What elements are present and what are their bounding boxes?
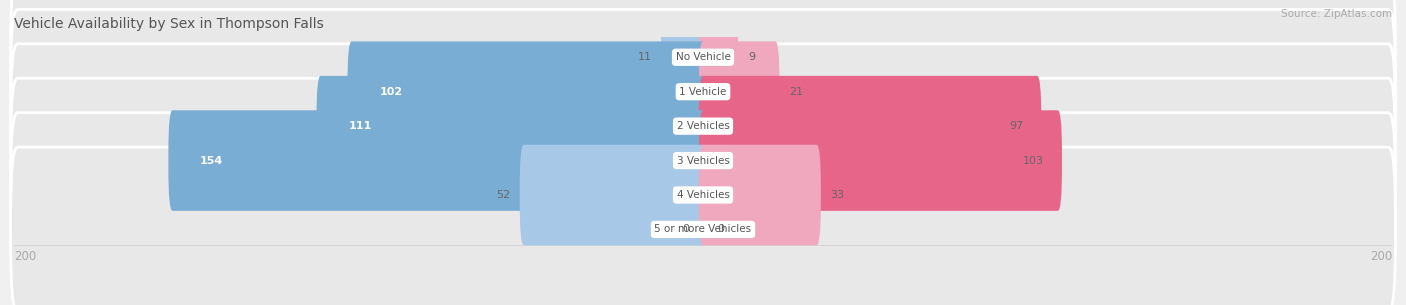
FancyBboxPatch shape <box>699 7 738 108</box>
Text: 5 or more Vehicles: 5 or more Vehicles <box>654 224 752 235</box>
Text: 103: 103 <box>1024 156 1045 166</box>
FancyBboxPatch shape <box>11 9 1395 174</box>
FancyBboxPatch shape <box>520 145 707 245</box>
Text: No Vehicle: No Vehicle <box>675 52 731 62</box>
Text: 33: 33 <box>831 190 845 200</box>
Text: 102: 102 <box>380 87 402 97</box>
FancyBboxPatch shape <box>699 76 1042 176</box>
Text: 11: 11 <box>637 52 651 62</box>
FancyBboxPatch shape <box>11 113 1395 277</box>
FancyBboxPatch shape <box>11 147 1395 305</box>
Text: 52: 52 <box>496 190 510 200</box>
Text: 97: 97 <box>1010 121 1024 131</box>
FancyBboxPatch shape <box>169 110 707 211</box>
Text: 9: 9 <box>748 52 755 62</box>
FancyBboxPatch shape <box>11 44 1395 208</box>
Text: 200: 200 <box>1369 250 1392 263</box>
Text: 0: 0 <box>717 224 724 235</box>
Text: 111: 111 <box>349 121 371 131</box>
Text: 0: 0 <box>682 224 689 235</box>
Text: Source: ZipAtlas.com: Source: ZipAtlas.com <box>1281 9 1392 19</box>
FancyBboxPatch shape <box>347 41 707 142</box>
Text: 200: 200 <box>14 250 37 263</box>
FancyBboxPatch shape <box>699 41 779 142</box>
Text: 3 Vehicles: 3 Vehicles <box>676 156 730 166</box>
Text: 154: 154 <box>200 156 224 166</box>
FancyBboxPatch shape <box>699 145 821 245</box>
FancyBboxPatch shape <box>661 7 707 108</box>
Text: Vehicle Availability by Sex in Thompson Falls: Vehicle Availability by Sex in Thompson … <box>14 17 323 31</box>
FancyBboxPatch shape <box>316 76 707 176</box>
Text: 1 Vehicle: 1 Vehicle <box>679 87 727 97</box>
Text: 2 Vehicles: 2 Vehicles <box>676 121 730 131</box>
FancyBboxPatch shape <box>699 110 1062 211</box>
Text: 4 Vehicles: 4 Vehicles <box>676 190 730 200</box>
FancyBboxPatch shape <box>11 0 1395 140</box>
Text: 21: 21 <box>789 87 803 97</box>
FancyBboxPatch shape <box>11 78 1395 243</box>
